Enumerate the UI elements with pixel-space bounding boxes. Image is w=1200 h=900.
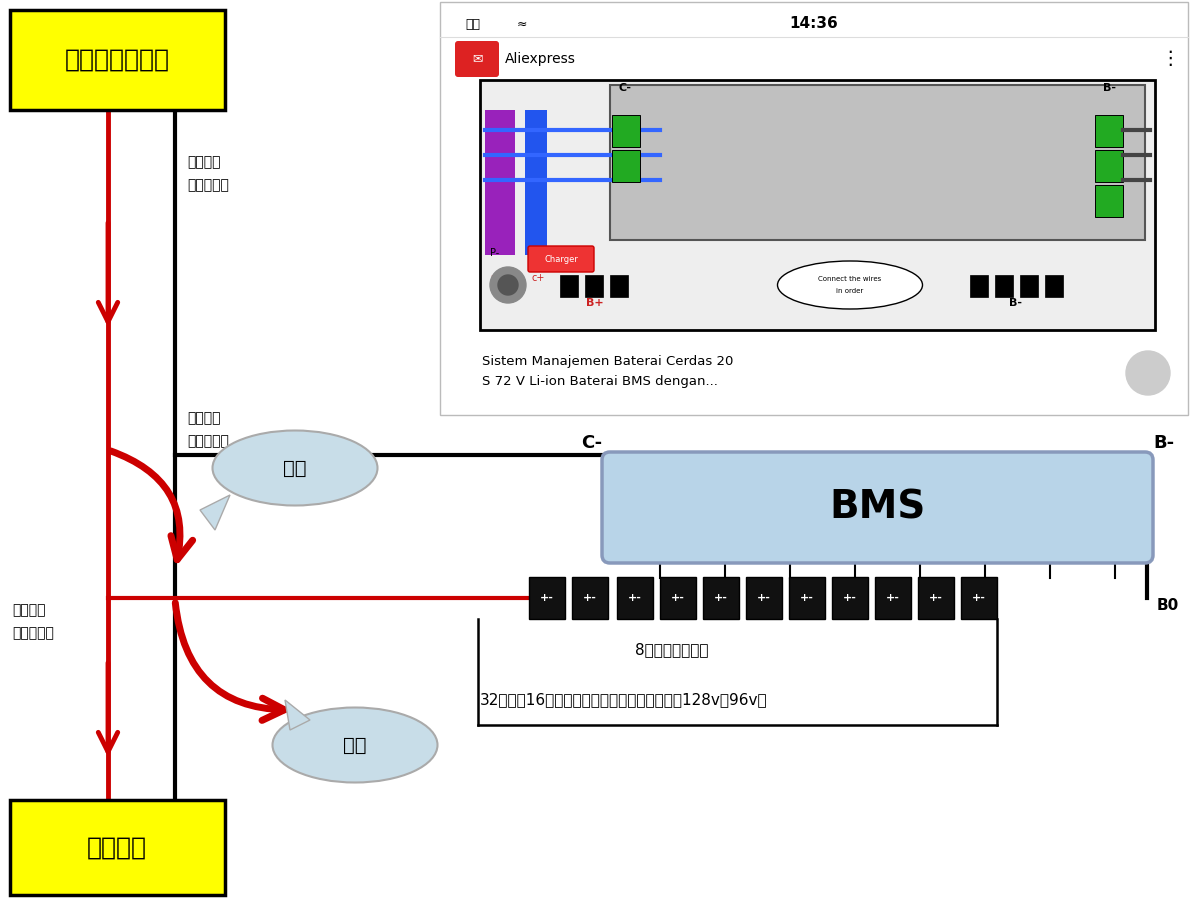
Circle shape (1126, 351, 1170, 395)
Text: ダイオード: ダイオード (187, 434, 229, 448)
FancyBboxPatch shape (526, 110, 547, 255)
Text: ≈: ≈ (517, 17, 527, 31)
FancyBboxPatch shape (1096, 185, 1123, 217)
FancyArrowPatch shape (110, 451, 193, 560)
Text: +-: +- (714, 593, 728, 603)
FancyBboxPatch shape (10, 800, 226, 895)
Text: C-: C- (532, 248, 542, 258)
Text: C-: C- (581, 434, 602, 452)
Text: 逆流防止: 逆流防止 (187, 155, 221, 169)
Text: +-: +- (886, 593, 900, 603)
Text: +-: +- (757, 593, 770, 603)
Text: 14:36: 14:36 (790, 16, 839, 32)
FancyBboxPatch shape (961, 577, 997, 619)
Text: B-: B- (1104, 83, 1116, 93)
FancyBboxPatch shape (10, 10, 226, 110)
FancyBboxPatch shape (746, 577, 782, 619)
Text: B0: B0 (1157, 598, 1180, 613)
Text: BMS: BMS (829, 489, 925, 526)
Text: ダイオード: ダイオード (187, 178, 229, 192)
FancyBboxPatch shape (617, 577, 653, 619)
Text: B+: B+ (586, 298, 604, 308)
FancyBboxPatch shape (1096, 115, 1123, 147)
FancyBboxPatch shape (790, 577, 826, 619)
Text: +-: +- (540, 593, 554, 603)
FancyBboxPatch shape (602, 452, 1153, 563)
FancyBboxPatch shape (528, 246, 594, 272)
Ellipse shape (212, 430, 378, 506)
Text: C-: C- (618, 83, 631, 93)
Text: p+: p+ (490, 273, 504, 283)
Text: ⋮: ⋮ (1160, 50, 1180, 68)
Text: Aliexpress: Aliexpress (505, 52, 576, 66)
Text: +-: +- (972, 593, 986, 603)
Text: c+: c+ (532, 273, 545, 283)
FancyBboxPatch shape (529, 577, 565, 619)
Text: 逆流防止: 逆流防止 (12, 603, 46, 617)
FancyBboxPatch shape (970, 275, 988, 297)
FancyBboxPatch shape (485, 110, 515, 255)
FancyBboxPatch shape (480, 80, 1154, 330)
FancyArrowPatch shape (175, 603, 284, 720)
Text: 8セルのみで制御: 8セルのみで制御 (635, 643, 708, 658)
FancyBboxPatch shape (703, 577, 739, 619)
Text: Connect the wires: Connect the wires (818, 276, 882, 282)
FancyBboxPatch shape (1045, 275, 1063, 297)
Text: +-: +- (929, 593, 943, 603)
FancyBboxPatch shape (660, 577, 696, 619)
Text: +-: +- (800, 593, 814, 603)
FancyBboxPatch shape (572, 577, 608, 619)
FancyBboxPatch shape (875, 577, 911, 619)
Circle shape (490, 267, 526, 303)
Text: 放電: 放電 (343, 735, 367, 754)
Ellipse shape (778, 261, 923, 309)
FancyBboxPatch shape (610, 275, 628, 297)
Text: +-: +- (583, 593, 596, 603)
Text: ✉: ✉ (472, 52, 482, 66)
Text: ダイオード: ダイオード (12, 626, 54, 640)
Text: P-: P- (490, 248, 499, 258)
Text: 32セル（16モジュール）　バッテリー電圧『128v～96v』: 32セル（16モジュール） バッテリー電圧『128v～96v』 (480, 692, 768, 707)
Text: ソーラーパネル: ソーラーパネル (65, 48, 169, 72)
FancyBboxPatch shape (995, 275, 1013, 297)
Polygon shape (200, 495, 230, 530)
Text: B-: B- (1008, 298, 1021, 308)
FancyBboxPatch shape (1096, 150, 1123, 182)
Text: +-: +- (671, 593, 685, 603)
FancyBboxPatch shape (560, 275, 578, 297)
FancyBboxPatch shape (586, 275, 604, 297)
Text: +-: +- (628, 593, 642, 603)
Text: 充電: 充電 (283, 458, 307, 478)
Polygon shape (286, 700, 310, 730)
Text: +-: +- (844, 593, 857, 603)
Text: Charger: Charger (544, 255, 578, 264)
Text: B-: B- (1153, 434, 1174, 452)
FancyBboxPatch shape (612, 150, 640, 182)
FancyBboxPatch shape (918, 577, 954, 619)
Text: 圏外: 圏外 (466, 17, 480, 31)
FancyBboxPatch shape (610, 85, 1145, 240)
Circle shape (498, 275, 518, 295)
Text: 逆流防止: 逆流防止 (187, 411, 221, 425)
FancyBboxPatch shape (440, 2, 1188, 415)
Text: in order: in order (836, 288, 864, 294)
Text: Sistem Manajemen Baterai Cerdas 20
S 72 V Li-ion Baterai BMS dengan...: Sistem Manajemen Baterai Cerdas 20 S 72 … (482, 355, 733, 388)
Ellipse shape (272, 707, 438, 782)
FancyBboxPatch shape (455, 41, 499, 77)
Text: パワコン: パワコン (88, 835, 148, 860)
FancyBboxPatch shape (612, 115, 640, 147)
FancyBboxPatch shape (832, 577, 868, 619)
FancyBboxPatch shape (1020, 275, 1038, 297)
